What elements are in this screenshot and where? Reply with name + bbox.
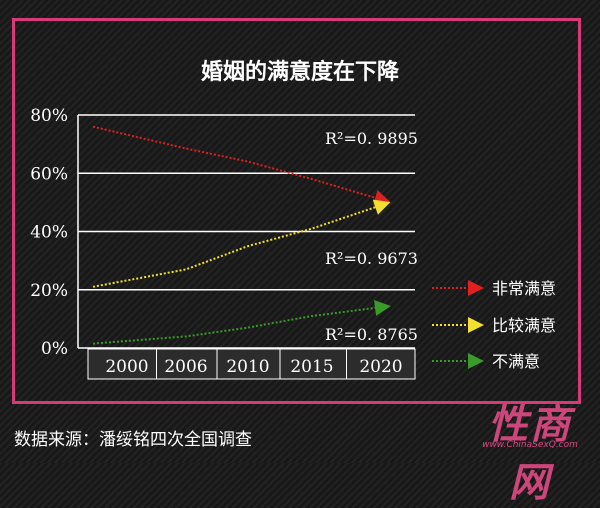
x-tick-label: 2020 [359, 357, 402, 377]
legend-arrowhead [468, 317, 484, 333]
x-tick-label: 2006 [164, 357, 207, 377]
y-tick-label: 0% [41, 339, 68, 359]
chart-frame [12, 18, 581, 404]
series-line [92, 204, 382, 288]
legend-label: 非常满意 [492, 279, 556, 298]
legend-arrowhead [468, 280, 484, 296]
y-tick-label: 60% [30, 164, 68, 184]
x-tick-label: 2000 [105, 357, 148, 377]
x-tick-label: 2015 [290, 357, 333, 377]
data-source-note: 数据来源：潘绥铭四次全国调查 [14, 430, 252, 450]
y-tick-label: 40% [30, 223, 68, 243]
legend-label: 比较满意 [492, 316, 556, 335]
series-line [92, 125, 382, 201]
x-tick-label: 2010 [226, 357, 269, 377]
legend-arrowhead [468, 353, 484, 369]
r-squared-annotation: R²=0. 9895 [325, 129, 418, 148]
series-arrowhead [372, 199, 391, 215]
line-chart: 0% 20% 40% 60% 80% 2000 2006 2010 2015 2020 R²=0. … [30, 106, 556, 380]
series-arrowhead [374, 300, 391, 316]
y-tick-label: 20% [30, 281, 68, 301]
r-squared-annotation: R²=0. 9673 [325, 249, 418, 268]
watermark-logo: 性商网 www.ChinaSexQ.com [470, 392, 590, 506]
watermark-url: www.ChinaSexQ.com [482, 440, 578, 450]
y-tick-label: 80% [30, 106, 68, 126]
series-line [92, 306, 382, 345]
legend-label: 不满意 [492, 352, 540, 371]
r-squared-annotation: R²=0. 8765 [325, 325, 418, 344]
x-axis-band [87, 348, 416, 380]
watermark-text: 性商网 [488, 401, 572, 506]
chart-title: 婚姻的满意度在下降 [200, 59, 399, 85]
